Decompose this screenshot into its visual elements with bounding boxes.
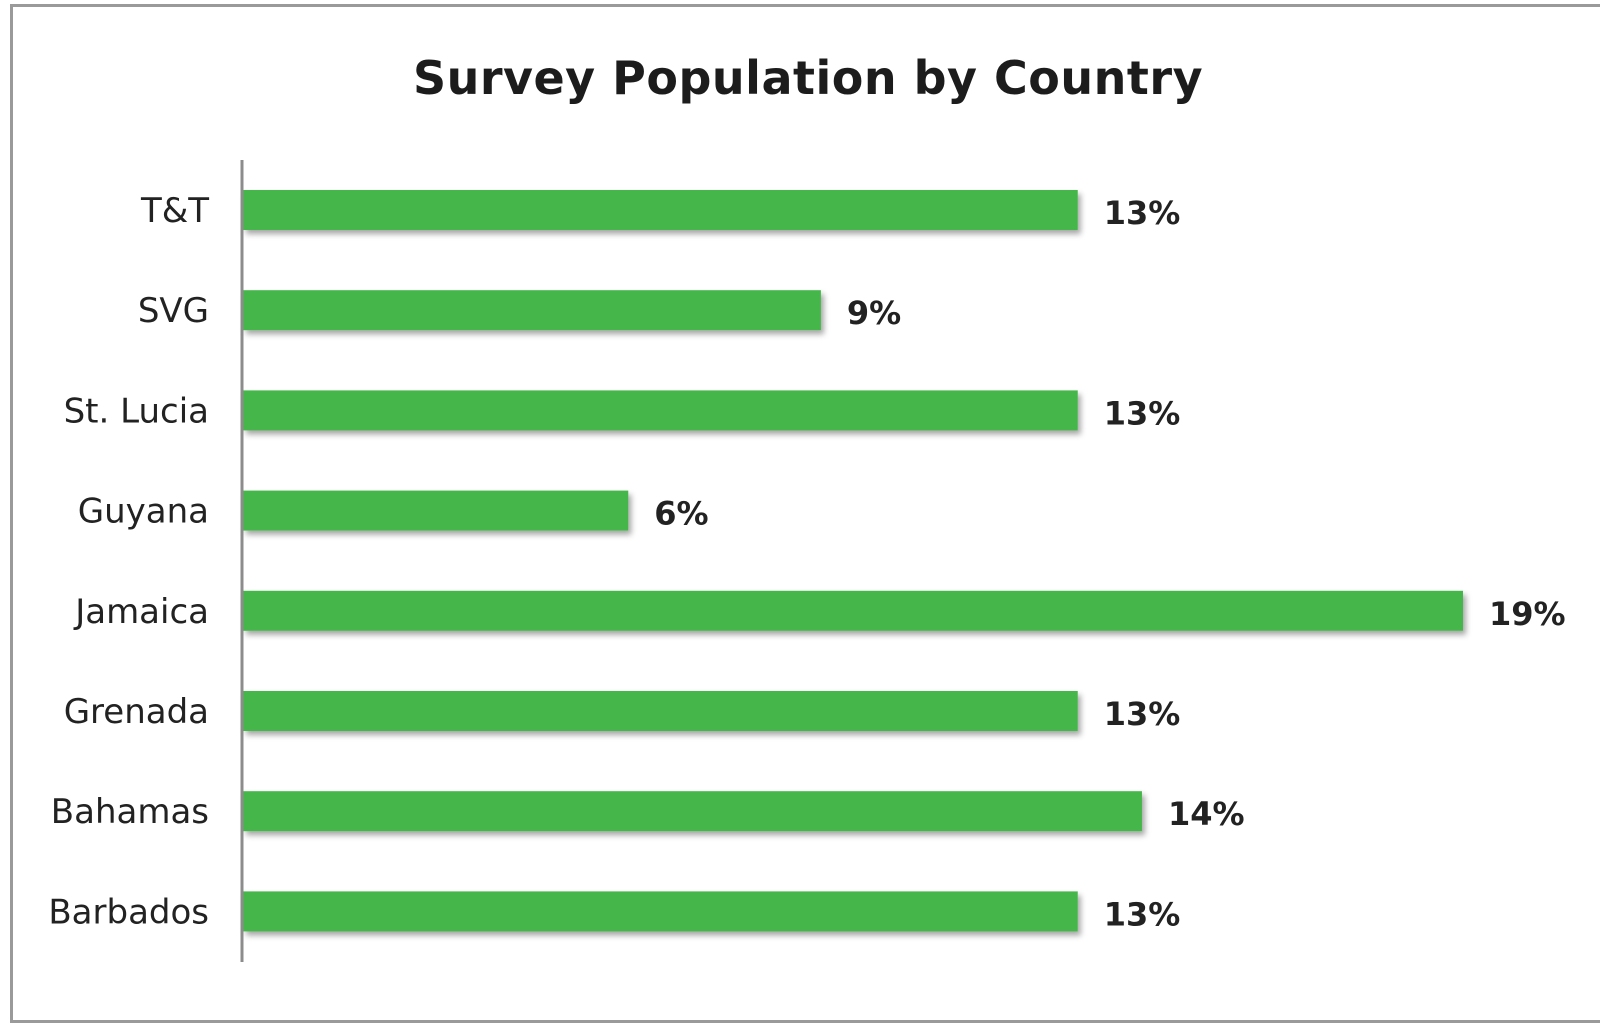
category-label: T&T	[140, 191, 209, 231]
bar-barbados	[243, 891, 1078, 932]
bar-st-lucia	[243, 390, 1078, 431]
bars-group: T&T 13% SVG 9% St. Lucia 13% Guyana 6% Jamaica 19…	[48, 190, 1566, 933]
category-label: Guyana	[78, 492, 209, 532]
bar-svg	[243, 290, 821, 331]
bar-bahamas	[243, 791, 1142, 832]
category-label: St. Lucia	[64, 391, 209, 431]
bar-grenada	[243, 691, 1078, 731]
data-label: 13%	[1104, 394, 1181, 432]
bar-jamaica	[243, 590, 1463, 631]
data-label: 13%	[1104, 895, 1181, 933]
data-label: 14%	[1168, 795, 1245, 833]
category-label: Grenada	[64, 692, 209, 732]
data-label: 9%	[847, 294, 901, 332]
bar-guyana	[243, 490, 629, 531]
data-label: 13%	[1104, 695, 1181, 733]
chart-title: Survey Population by Country	[412, 51, 1204, 105]
data-label: 13%	[1104, 194, 1181, 232]
category-label: Jamaica	[73, 592, 209, 632]
category-label: SVG	[138, 291, 209, 331]
data-label: 6%	[654, 495, 708, 533]
category-label: Bahamas	[51, 792, 209, 832]
data-label: 19%	[1489, 595, 1566, 633]
bar-t-t	[243, 190, 1078, 230]
category-label: Barbados	[48, 892, 209, 932]
